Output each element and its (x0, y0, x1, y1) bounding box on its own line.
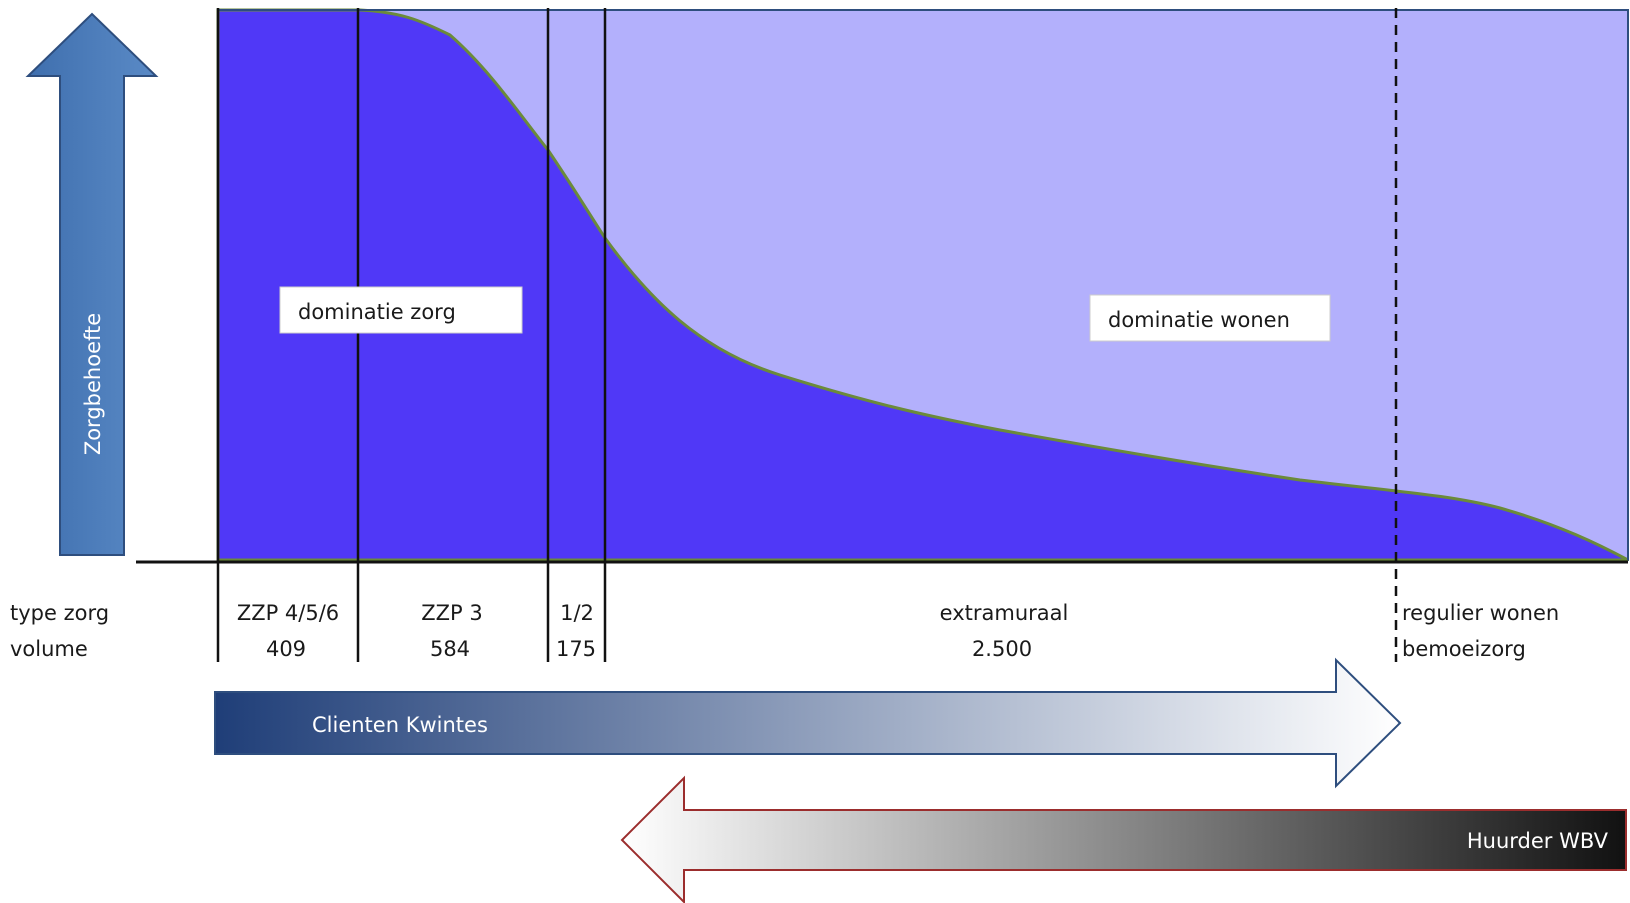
care-need-arrow: Zorgbehoefte (25, 12, 159, 556)
housing-dominance-box: dominatie wonen (1089, 294, 1331, 342)
up-arrow-shape (25, 12, 159, 556)
housing-dominance-label: dominatie wonen (1108, 308, 1290, 332)
segment-type: 1/2 (560, 601, 594, 625)
segment-type: ZZP 3 (421, 601, 482, 625)
axis-label: Zorgbehoefte (81, 313, 105, 455)
segment-type: ZZP 4/5/6 (237, 601, 339, 625)
care-dominance-label: dominatie zorg (298, 300, 456, 324)
care-area (216, 8, 1629, 562)
segment-volume: 175 (556, 637, 596, 661)
clients-arrow: Clienten Kwintes (214, 657, 1402, 789)
volume-row-label: volume (10, 637, 88, 661)
segment-volume: bemoeizorg (1402, 637, 1526, 661)
tenants-arrow: Huurder WBV (620, 775, 1627, 903)
type-row-label: type zorg (10, 601, 109, 625)
tenants-arrow-label: Huurder WBV (1467, 829, 1609, 853)
segment-labels: ZZP 4/5/6 409 ZZP 3 584 1/2 175 extramur… (237, 601, 1559, 661)
label-box (279, 286, 523, 334)
segment-volume: 409 (266, 637, 306, 661)
label-box (1089, 294, 1331, 342)
segment-type: regulier wonen (1402, 601, 1559, 625)
segment-dividers (216, 8, 1398, 662)
left-arrow-shape (620, 775, 1627, 903)
care-dominance-box: dominatie zorg (279, 286, 523, 334)
clients-arrow-label: Clienten Kwintes (312, 713, 488, 737)
segment-volume: 584 (430, 637, 470, 661)
right-arrow-shape (214, 657, 1402, 789)
segment-volume: 2.500 (972, 637, 1032, 661)
segment-type: extramuraal (940, 601, 1069, 625)
